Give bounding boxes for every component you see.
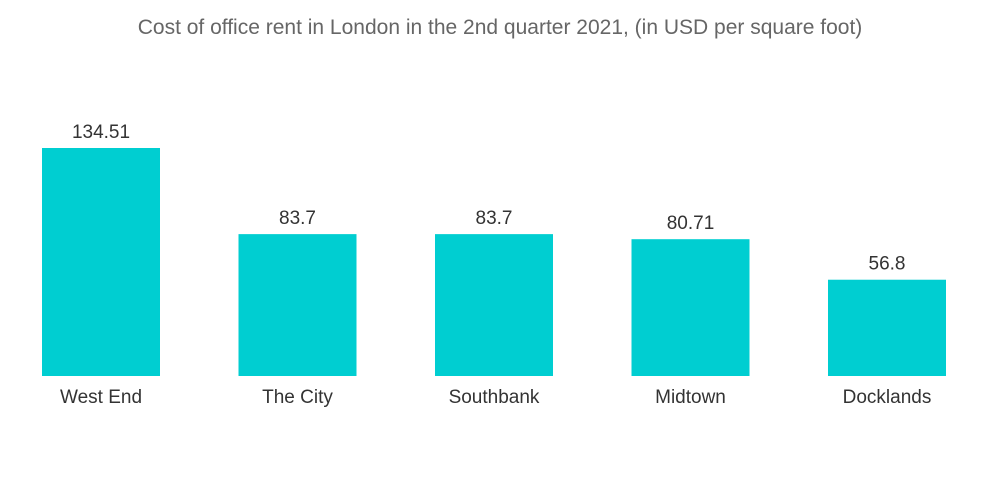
value-label: 80.71 [667, 213, 715, 234]
bar-the-city [238, 234, 357, 376]
value-label: 134.51 [72, 122, 130, 143]
category-label: The City [262, 387, 333, 408]
category-label: Southbank [449, 387, 540, 408]
bar-west-end [42, 148, 160, 376]
category-label: Docklands [843, 387, 932, 408]
bar-docklands [828, 279, 946, 376]
bar-midtown [631, 239, 750, 376]
chart-title: Cost of office rent in London in the 2nd… [137, 16, 863, 39]
bar-southbank [435, 234, 553, 376]
value-label: 56.8 [869, 254, 906, 275]
value-label: 83.7 [279, 208, 316, 229]
category-label: Midtown [655, 387, 726, 408]
value-label: 83.7 [476, 208, 513, 229]
category-label: West End [60, 387, 142, 408]
